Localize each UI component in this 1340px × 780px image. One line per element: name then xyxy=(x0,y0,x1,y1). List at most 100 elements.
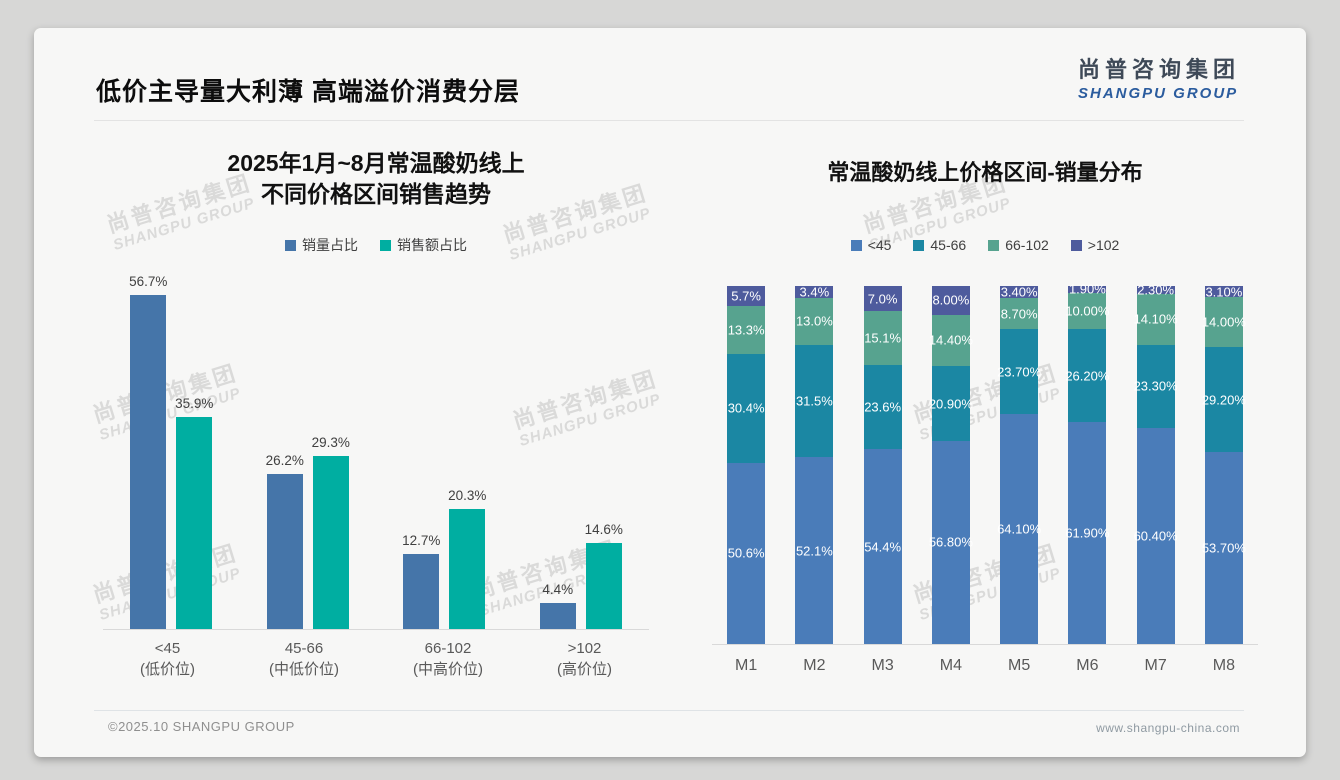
chart-left-legend: 销量占比 销售额占比 xyxy=(86,235,666,255)
stacked-segment: 20.90% xyxy=(929,366,973,441)
stacked-segment: 5.7% xyxy=(727,286,766,307)
legend-item: 66-102 xyxy=(988,237,1049,253)
stacked-segment: 13.0% xyxy=(795,298,834,345)
chart-right-title: 常温酸奶线上价格区间-销量分布 xyxy=(827,160,1143,185)
bar-value-label: 56.7% xyxy=(129,273,168,289)
segment-value-label: 50.6% xyxy=(727,545,765,561)
bar: 14.6% xyxy=(585,522,623,629)
segment-value-label: 30.4% xyxy=(727,400,765,416)
x-axis-label-range: 66-102 xyxy=(424,640,472,657)
stacked-segment: 3.40% xyxy=(1000,285,1039,300)
legend-item: 45-66 xyxy=(913,237,966,253)
slide-content: 低价主导量大利薄 高端溢价消费分层 尚普咨询集团 SHANGPU GROUP 2… xyxy=(34,28,1306,757)
chart-right-plot: 50.6% 30.4% 13.3% 5.7% 52.1% 31.5% 13.0% 3.4% 54… xyxy=(712,282,1258,645)
chart-left-x-axis: <45 (低价位) 45-66 (中低价位) 66-102 (中高价位) >102 (高价位) xyxy=(103,638,649,680)
stacked-segment: 52.1% xyxy=(795,457,834,644)
stacked-segment: 2.30% xyxy=(1136,283,1175,298)
segment-value-label: 23.6% xyxy=(864,399,902,415)
segment-value-label: 52.1% xyxy=(795,543,833,559)
segment-value-label: 23.70% xyxy=(997,364,1042,380)
bar: 4.4% xyxy=(539,582,576,629)
stacked-segment: 14.10% xyxy=(1133,294,1178,345)
bar: 12.7% xyxy=(402,533,440,629)
chart-left-plot: 56.7% 35.9% 26.2% 29.3% 12.7% 20.3% 4.4% 14.6% xyxy=(103,274,649,630)
x-axis-label: M6 xyxy=(1076,657,1099,674)
x-axis-label: M5 xyxy=(1008,657,1031,674)
stacked-segment: 23.30% xyxy=(1133,344,1178,428)
x-axis-label-range: 45-66 xyxy=(284,640,324,657)
chart-right-legend: <45 45-66 66-102 >102 xyxy=(700,235,1270,255)
bar-value-label: 20.3% xyxy=(448,488,487,504)
x-axis-label: M7 xyxy=(1144,657,1167,674)
legend-label: <45 xyxy=(867,237,892,253)
x-axis-label: >102 (高价位) xyxy=(557,638,612,680)
legend-swatch xyxy=(850,239,862,251)
segment-value-label: 61.90% xyxy=(1065,525,1110,541)
x-axis-label-range: <45 xyxy=(154,640,181,657)
x-axis-label-range: >102 xyxy=(567,640,602,657)
bar-group: 4.4% 14.6% xyxy=(539,522,623,629)
segment-value-label: 13.3% xyxy=(727,322,765,338)
stacked-segment: 3.10% xyxy=(1204,284,1243,299)
legend-swatch xyxy=(380,239,391,251)
segment-value-label: 26.20% xyxy=(1065,368,1110,384)
logo-zh-text: 尚普咨询集团 xyxy=(1077,57,1240,82)
stacked-segment: 1.90% xyxy=(1068,282,1107,297)
slide-card: 尚普咨询集团 SHANGPU GROUP 尚普咨询集团 SHANGPU GROUP 尚普… xyxy=(34,28,1306,757)
segment-value-label: 53.70% xyxy=(1201,540,1246,556)
stacked-segment: 53.70% xyxy=(1201,451,1246,644)
stacked-segment: 50.6% xyxy=(727,462,766,644)
legend-label: 45-66 xyxy=(930,237,967,253)
chart-right-x-axis: M1 M2 M3 M4 M5 M6 M7 M8 xyxy=(712,655,1258,676)
segment-value-label: 5.7% xyxy=(731,288,761,304)
segment-value-label: 14.00% xyxy=(1201,314,1246,330)
legend-item: >102 xyxy=(1070,237,1120,253)
logo-en-text: SHANGPU GROUP xyxy=(1077,85,1239,102)
x-axis-label: 66-102 (中高价位) xyxy=(413,638,483,680)
stacked-segment: 26.20% xyxy=(1065,328,1110,423)
chart-left-title-line2: 不同价格区间销售趋势 xyxy=(261,181,491,207)
x-axis-label-tier: (高价位) xyxy=(557,661,612,678)
legend-item: 销售额占比 xyxy=(380,235,467,255)
segment-value-label: 29.20% xyxy=(1201,392,1246,407)
segment-value-label: 15.1% xyxy=(864,330,902,346)
segment-value-label: 60.40% xyxy=(1133,528,1178,544)
legend-item: <45 xyxy=(850,237,892,253)
stacked-segment: 8.00% xyxy=(931,286,970,315)
x-axis-label: 45-66 (中低价位) xyxy=(269,638,339,680)
bar: 26.2% xyxy=(266,453,304,629)
legend-swatch xyxy=(285,239,296,251)
segment-value-label: 56.80% xyxy=(928,534,973,550)
stacked-segment: 15.1% xyxy=(863,311,902,366)
bar-value-label: 4.4% xyxy=(542,582,574,597)
x-axis-label-tier: (低价位) xyxy=(140,661,195,678)
x-axis-label: <45 (低价位) xyxy=(140,638,195,680)
chart-left-section: 2025年1月~8月常温酸奶线上 不同价格区间销售趋势 销量占比 销售额占比 56… xyxy=(86,148,666,680)
bar-group: 26.2% 29.3% xyxy=(266,435,350,629)
x-axis-label: M1 xyxy=(735,657,758,674)
segment-value-label: 10.00% xyxy=(1065,303,1110,319)
chart-left-title: 2025年1月~8月常温酸奶线上 不同价格区间销售趋势 xyxy=(86,148,666,210)
stacked-segment: 60.40% xyxy=(1133,427,1178,644)
segment-value-label: 7.0% xyxy=(867,291,898,307)
segment-value-label: 14.10% xyxy=(1133,311,1178,327)
stacked-segment: 13.3% xyxy=(727,306,766,355)
legend-label: >102 xyxy=(1087,237,1120,253)
stacked-segment: 64.10% xyxy=(997,414,1041,644)
bar: 56.7% xyxy=(129,274,167,629)
bar-group: 56.7% 35.9% xyxy=(129,274,213,629)
footer-copyright: ©2025.10 SHANGPU GROUP xyxy=(108,719,295,734)
x-axis-label: M8 xyxy=(1212,657,1235,674)
stacked-segment: 7.0% xyxy=(863,286,902,312)
segment-value-label: 23.30% xyxy=(1133,378,1178,394)
legend-swatch xyxy=(1070,239,1082,251)
stacked-bar: 60.40% 23.30% 14.10% 2.30% xyxy=(1133,283,1178,644)
bar-value-label: 35.9% xyxy=(175,396,214,412)
company-logo: 尚普咨询集团 SHANGPU GROUP xyxy=(1078,52,1240,102)
stacked-segment: 29.20% xyxy=(1201,347,1246,452)
segment-value-label: 14.40% xyxy=(928,332,973,348)
stacked-bar: 53.70% 29.20% 14.00% 3.10% xyxy=(1201,284,1246,644)
bar: 35.9% xyxy=(175,396,213,629)
footer-divider xyxy=(94,710,1244,711)
stacked-segment: 14.40% xyxy=(928,314,973,367)
